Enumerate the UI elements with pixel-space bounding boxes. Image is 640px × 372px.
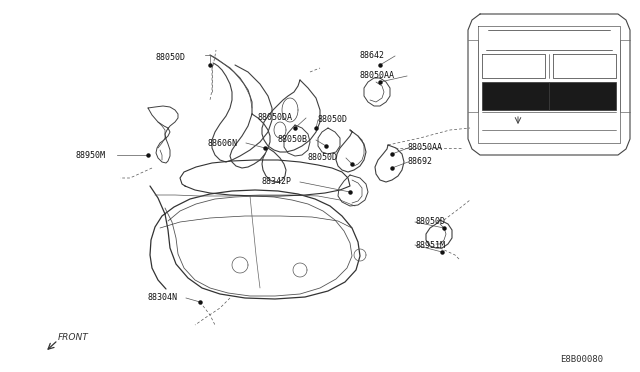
Text: 88304N: 88304N — [148, 294, 178, 302]
Text: 88050DA: 88050DA — [258, 113, 293, 122]
Text: 88050D: 88050D — [308, 154, 338, 163]
Text: 88050D: 88050D — [318, 115, 348, 125]
Text: 88692: 88692 — [408, 157, 433, 167]
Text: 88606N: 88606N — [208, 138, 238, 148]
Text: 88342P: 88342P — [262, 177, 292, 186]
Text: 88050D: 88050D — [155, 52, 185, 61]
Text: E8B00080: E8B00080 — [560, 356, 603, 365]
Text: FRONT: FRONT — [58, 334, 89, 343]
Text: 88050D: 88050D — [415, 218, 445, 227]
Text: 88050B: 88050B — [278, 135, 308, 144]
Text: 88050AA: 88050AA — [408, 144, 443, 153]
Text: 88642: 88642 — [360, 51, 385, 61]
Text: 88950M: 88950M — [75, 151, 105, 160]
Text: 88951M: 88951M — [415, 241, 445, 250]
Bar — [482, 82, 616, 110]
Text: 88050AA: 88050AA — [360, 71, 395, 80]
